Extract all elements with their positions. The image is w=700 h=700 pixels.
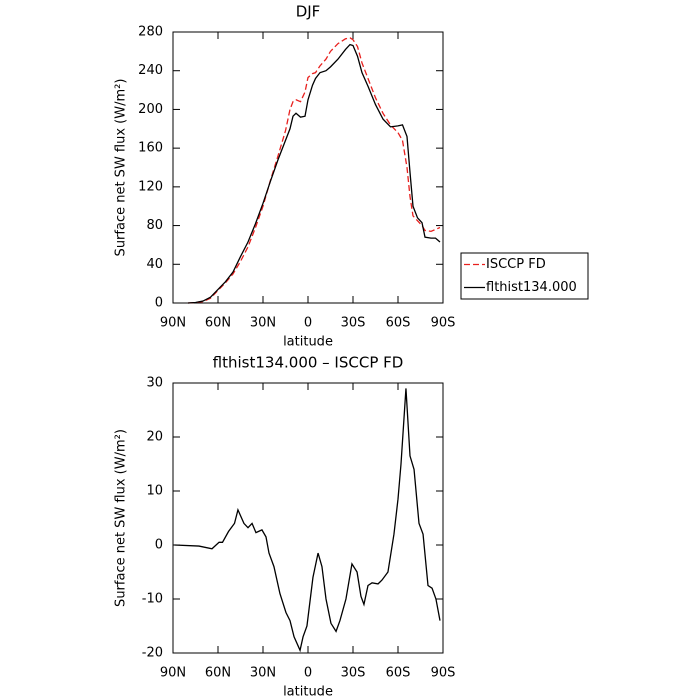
y-tick-label: 0: [155, 296, 163, 311]
y-tick-label: 0: [155, 538, 163, 553]
y-tick-label: 40: [146, 257, 163, 272]
data-line: [187, 37, 441, 304]
x-tick-label: 90N: [160, 316, 186, 331]
y-tick-label: 30: [146, 376, 163, 391]
x-tick-label: 60S: [386, 316, 411, 331]
chart-title: DJF: [296, 3, 321, 21]
chart-title: flthist134.000 – ISCCP FD: [213, 354, 404, 372]
x-tick-label: 30N: [250, 316, 276, 331]
y-tick-label: 80: [146, 218, 163, 233]
legend-box: [460, 252, 589, 300]
x-tick-label: 0: [304, 316, 312, 331]
x-tick-label: 90S: [431, 666, 456, 681]
y-tick-label: 10: [146, 484, 163, 499]
x-tick-label: 30S: [341, 316, 366, 331]
y-tick-label: -20: [142, 646, 163, 661]
y-tick-label: 240: [138, 63, 163, 78]
y-tick-label: 160: [138, 141, 163, 156]
legend-label: ISCCP FD: [486, 257, 546, 272]
x-tick-label: 0: [304, 666, 312, 681]
x-tick-label: 30S: [341, 666, 366, 681]
y-tick-label: 200: [138, 102, 163, 117]
x-tick-label: 90S: [431, 316, 456, 331]
plot-frame: [172, 31, 444, 304]
x-axis-label: latitude: [283, 335, 333, 350]
legend-label: flthist134.000: [486, 280, 577, 295]
y-axis-label: Surface net SW flux (W/m²): [114, 429, 129, 607]
y-axis-label: Surface net SW flux (W/m²): [114, 79, 129, 257]
y-tick-label: 20: [146, 430, 163, 445]
x-tick-label: 60S: [386, 666, 411, 681]
y-tick-label: 120: [138, 179, 163, 194]
data-line: [187, 43, 441, 304]
x-tick-label: 30N: [250, 666, 276, 681]
y-tick-label: 280: [138, 25, 163, 40]
x-tick-label: 90N: [160, 666, 186, 681]
x-axis-label: latitude: [283, 685, 333, 700]
x-tick-label: 60N: [205, 666, 231, 681]
x-tick-label: 60N: [205, 316, 231, 331]
y-tick-label: -10: [142, 592, 163, 607]
data-line: [174, 388, 441, 653]
